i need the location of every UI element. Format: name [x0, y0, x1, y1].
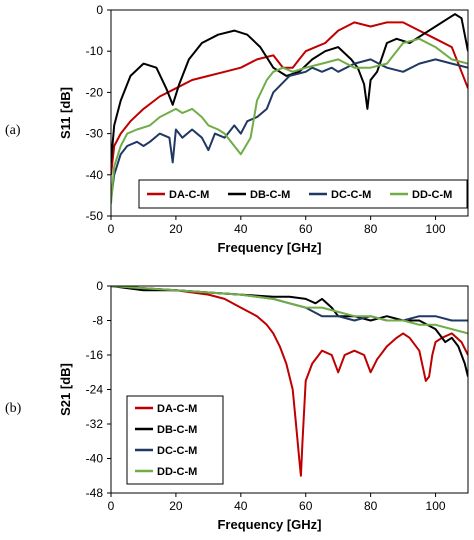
y-tick-label: -40	[86, 452, 104, 466]
y-tick-label: 0	[96, 279, 103, 293]
x-tick-label: 20	[169, 499, 183, 513]
legend-label-db-c-m: DB-C-M	[250, 189, 290, 201]
series-line-db-c-m	[111, 13, 468, 163]
x-tick-label: 0	[108, 222, 115, 236]
y-axis-label: S11 [dB]	[58, 87, 73, 139]
series-line-db-c-m	[111, 286, 468, 377]
legend-box	[126, 395, 224, 485]
chart-s21: 0 20 40 60 80 100 0 -8 -16 -24 -32 -40 -48 Frequency …	[5, 279, 469, 532]
legend-label-dd-c-m: DD-C-M	[412, 189, 452, 201]
legend-label-da-c-m: DA-C-M	[157, 403, 197, 415]
series-line-dc-c-m	[111, 58, 468, 200]
series-line-da-c-m	[111, 21, 468, 175]
y-tick-label: -24	[86, 383, 104, 397]
legend-label-dc-c-m: DC-C-M	[157, 445, 197, 457]
plot-frame	[110, 9, 469, 217]
legend-label-da-c-m: DA-C-M	[169, 189, 209, 201]
panel-label: (a)	[5, 123, 21, 138]
legend-label-dd-c-m: DD-C-M	[157, 466, 197, 478]
y-tick-label: -20	[86, 85, 104, 99]
legend-label-dc-c-m: DC-C-M	[331, 189, 371, 201]
y-tick-label: -32	[86, 417, 104, 431]
legend-label-db-c-m: DB-C-M	[157, 424, 197, 436]
x-tick-label: 40	[234, 499, 248, 513]
y-tick-label: 0	[96, 3, 103, 17]
series-line-da-c-m	[111, 286, 468, 477]
series-line-dd-c-m	[111, 37, 468, 204]
x-tick-label: 80	[364, 222, 378, 236]
y-tick-label: -30	[86, 127, 104, 141]
x-tick-label: 100	[426, 222, 446, 236]
legend-box	[138, 179, 468, 209]
y-tick-label: -40	[86, 168, 104, 182]
x-axis-label: Frequency [GHz]	[217, 517, 321, 532]
x-tick-label: 0	[108, 499, 115, 513]
x-tick-label: 100	[426, 499, 446, 513]
x-tick-label: 40	[234, 222, 248, 236]
chart-s11: 0 20 40 60 80 100 0 -10 -20 -30 -40 -50 Frequency [G…	[5, 3, 469, 255]
x-tick-label: 60	[299, 499, 313, 513]
y-tick-label: -8	[92, 314, 103, 328]
x-tick-label: 80	[364, 499, 378, 513]
x-axis-label: Frequency [GHz]	[217, 240, 321, 255]
y-tick-label: -10	[86, 44, 104, 58]
y-axis-label: S21 [dB]	[58, 363, 73, 416]
x-tick-label: 60	[299, 222, 313, 236]
series-line-dd-c-m	[111, 286, 468, 335]
x-tick-label: 20	[169, 222, 183, 236]
y-tick-label: -16	[86, 348, 104, 362]
y-tick-label: -50	[86, 209, 104, 223]
y-tick-label: -48	[86, 486, 104, 500]
panel-label: (b)	[5, 401, 22, 416]
